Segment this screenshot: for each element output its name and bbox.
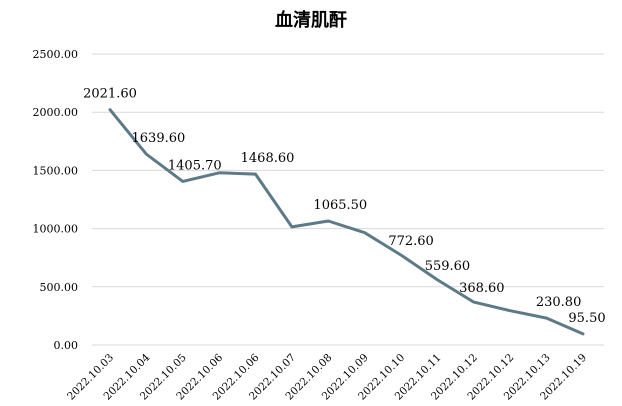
data-label: 1639.60 [132, 131, 186, 146]
data-label: 1468.60 [241, 151, 295, 166]
data-labels: 2021.60 1639.60 1405.70 1468.60 1065.50 772.6… [83, 87, 605, 326]
y-tick-label: 1000.00 [33, 223, 79, 236]
data-label: 1405.70 [168, 158, 222, 173]
series-line [108, 108, 585, 336]
y-tick-label: 500.00 [40, 281, 79, 294]
x-axis-tick-labels: 2022.10.032022.10.042022.10.052022.10.06… [65, 351, 589, 402]
y-tick-label: 1500.00 [33, 164, 79, 177]
y-axis-tick-labels: 0.00 500.00 1000.00 1500.00 2000.00 2500.00 [33, 48, 79, 352]
data-label: 230.80 [536, 295, 582, 310]
data-label: 1065.50 [313, 198, 367, 213]
data-label: 368.60 [459, 281, 505, 296]
y-tick-label: 0.00 [54, 339, 79, 352]
chart-title: 血清肌酐 [275, 10, 347, 31]
data-label: 559.60 [425, 259, 471, 274]
data-label: 772.60 [388, 234, 434, 249]
data-label: 2021.60 [83, 87, 137, 102]
y-tick-label: 2500.00 [33, 48, 79, 61]
y-tick-label: 2000.00 [33, 106, 79, 119]
data-label: 95.50 [568, 311, 605, 326]
